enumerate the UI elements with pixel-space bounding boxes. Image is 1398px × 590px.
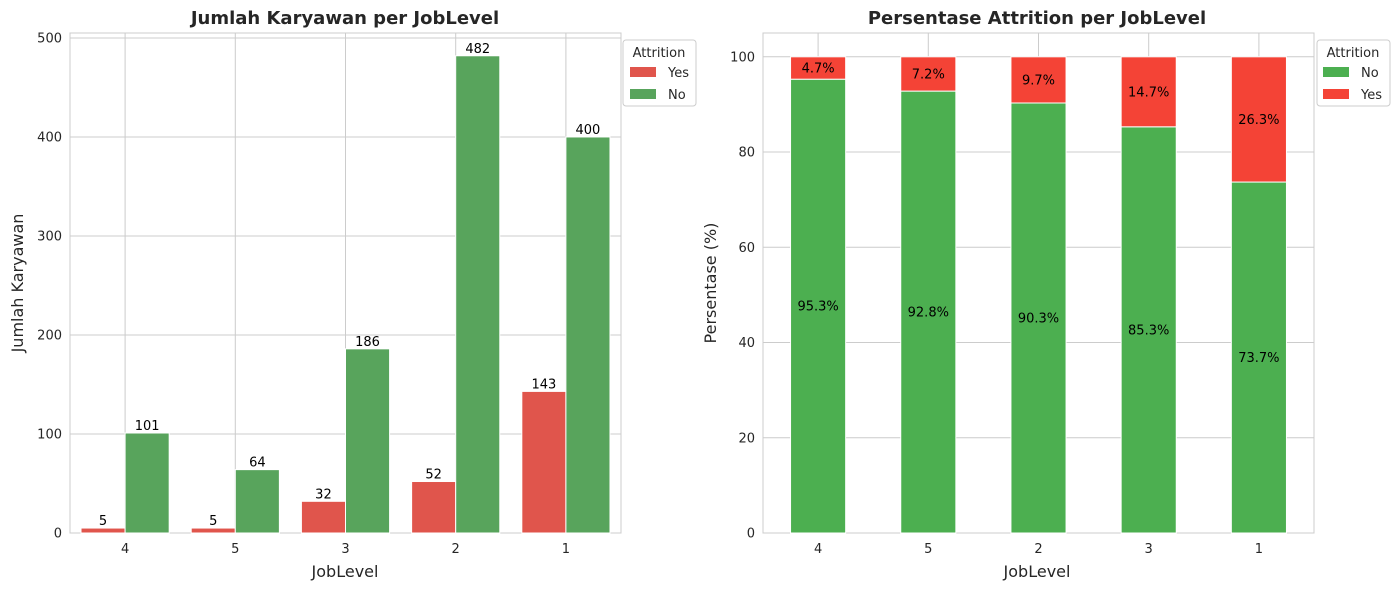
- c1-bar-no-level-5: [234, 469, 280, 534]
- c1-bar-no-level-3: [345, 348, 391, 534]
- c1-y-tick-300: 300: [37, 229, 62, 244]
- c2-x-tick-2: 2: [1034, 542, 1042, 557]
- c1-y-tick-200: 200: [37, 328, 62, 343]
- c2-x-axis-label: JobLevel: [1003, 562, 1071, 581]
- c2-y-axis-label: Persentase (%): [701, 223, 720, 344]
- c1-bar-no-level-4: [124, 432, 170, 534]
- chart-attrition-percentage: 95.3% 4.7% 92.8% 7.2% 90.3% 9.7% 85.3% 14.7% 73.…: [701, 8, 1391, 581]
- c1-x-tick-3: 3: [341, 542, 349, 557]
- c1-title: Jumlah Karyawan per JobLevel: [189, 8, 499, 29]
- c2-bar-no-level-2: [1010, 102, 1067, 534]
- c2-legend-swatch-no: [1323, 67, 1349, 77]
- c1-legend: Attrition Yes No: [622, 39, 697, 107]
- c1-legend-title: Attrition: [633, 46, 686, 61]
- c1-data-label-yes-level-5: 5: [209, 514, 217, 529]
- c1-y-tick-0: 0: [54, 527, 62, 542]
- c1-bar-yes-level-1: [521, 390, 567, 534]
- c2-x-tick-3: 3: [1145, 542, 1153, 557]
- c2-legend-title: Attrition: [1327, 46, 1380, 61]
- c1-legend-label-yes: Yes: [667, 66, 689, 81]
- c2-bar-no-level-5: [900, 90, 957, 534]
- c2-data-label-yes-level-5: 7.2%: [912, 67, 945, 82]
- c1-data-label-yes-level-1: 143: [531, 377, 556, 392]
- c1-y-axis-label: Jumlah Karyawan: [8, 214, 27, 354]
- c1-bar-no-level-2: [455, 55, 501, 534]
- c2-data-label-yes-level-2: 9.7%: [1022, 73, 1055, 88]
- c2-bars: [790, 56, 1287, 534]
- c2-legend-label-no: No: [1361, 66, 1379, 81]
- c1-x-tick-4: 4: [121, 542, 129, 557]
- c2-bar-yes-level-1: [1230, 56, 1287, 183]
- c1-data-label-yes-level-2: 52: [425, 468, 442, 483]
- c1-data-label-yes-level-4: 5: [99, 514, 107, 529]
- c1-y-tick-500: 500: [37, 31, 62, 46]
- c1-bar-yes-level-3: [300, 500, 347, 534]
- c1-bar-no-level-1: [565, 136, 611, 534]
- c2-legend: Attrition No Yes: [1316, 39, 1391, 107]
- c2-data-label-no-level-3: 85.3%: [1128, 323, 1169, 338]
- c1-data-label-no-level-5: 64: [249, 456, 266, 471]
- c2-title: Persentase Attrition per JobLevel: [868, 8, 1206, 29]
- c2-y-tick-20: 20: [738, 431, 755, 446]
- c1-data-labels: 5 101 5 64 32 186 52 482 143 400: [99, 42, 600, 529]
- c1-data-label-no-level-3: 186: [355, 335, 380, 350]
- c1-y-ticks: 0 100 200 300 400 500: [37, 31, 62, 541]
- c2-y-tick-60: 60: [738, 241, 755, 256]
- c1-x-axis-label: JobLevel: [311, 562, 379, 581]
- c2-data-label-yes-level-3: 14.7%: [1128, 85, 1169, 100]
- c2-y-ticks: 0 20 40 60 80 100: [730, 50, 755, 541]
- c2-legend-swatch-yes: [1323, 89, 1349, 99]
- c1-x-tick-2: 2: [452, 542, 460, 557]
- c1-bar-yes-level-2: [411, 481, 457, 534]
- c2-y-tick-40: 40: [738, 336, 755, 351]
- c2-x-tick-5: 5: [924, 542, 932, 557]
- c1-y-tick-100: 100: [37, 427, 62, 442]
- c1-data-label-no-level-2: 482: [465, 42, 490, 57]
- c1-x-tick-1: 1: [562, 542, 570, 557]
- c1-bars: [80, 55, 611, 534]
- c2-legend-label-yes: Yes: [1360, 88, 1382, 103]
- c1-x-tick-5: 5: [231, 542, 239, 557]
- c1-y-tick-400: 400: [37, 130, 62, 145]
- c2-x-tick-1: 1: [1255, 542, 1263, 557]
- c1-legend-swatch-yes: [630, 67, 656, 77]
- c2-data-label-no-level-2: 90.3%: [1018, 312, 1059, 327]
- c2-data-label-yes-level-4: 4.7%: [802, 62, 835, 77]
- c1-x-ticks: 4 5 3 2 1: [121, 542, 570, 557]
- c2-x-tick-4: 4: [814, 542, 822, 557]
- c2-data-label-no-level-4: 95.3%: [797, 300, 838, 315]
- c2-bar-yes-level-5: [900, 56, 957, 92]
- c2-bar-no-level-3: [1120, 126, 1177, 534]
- c2-y-tick-0: 0: [747, 527, 755, 542]
- c1-data-label-no-level-1: 400: [576, 123, 601, 138]
- c1-data-label-yes-level-3: 32: [315, 487, 332, 502]
- c2-y-tick-100: 100: [730, 50, 755, 65]
- c2-data-labels: 95.3% 4.7% 92.8% 7.2% 90.3% 9.7% 85.3% 14.7% 73.…: [797, 62, 1279, 367]
- c2-bar-no-level-1: [1230, 181, 1287, 534]
- c2-y-tick-80: 80: [738, 146, 755, 161]
- c2-x-ticks: 4 5 2 3 1: [814, 542, 1263, 557]
- c2-bar-yes-level-4: [790, 56, 847, 80]
- c1-legend-label-no: No: [668, 88, 686, 103]
- c2-bar-yes-level-3: [1120, 56, 1177, 128]
- c2-data-label-no-level-1: 73.7%: [1238, 351, 1279, 366]
- c1-legend-swatch-no: [630, 89, 656, 99]
- c2-data-label-no-level-5: 92.8%: [908, 306, 949, 321]
- c1-data-label-no-level-4: 101: [135, 419, 160, 434]
- c2-bar-yes-level-2: [1010, 56, 1067, 104]
- c2-data-label-yes-level-1: 26.3%: [1238, 113, 1279, 128]
